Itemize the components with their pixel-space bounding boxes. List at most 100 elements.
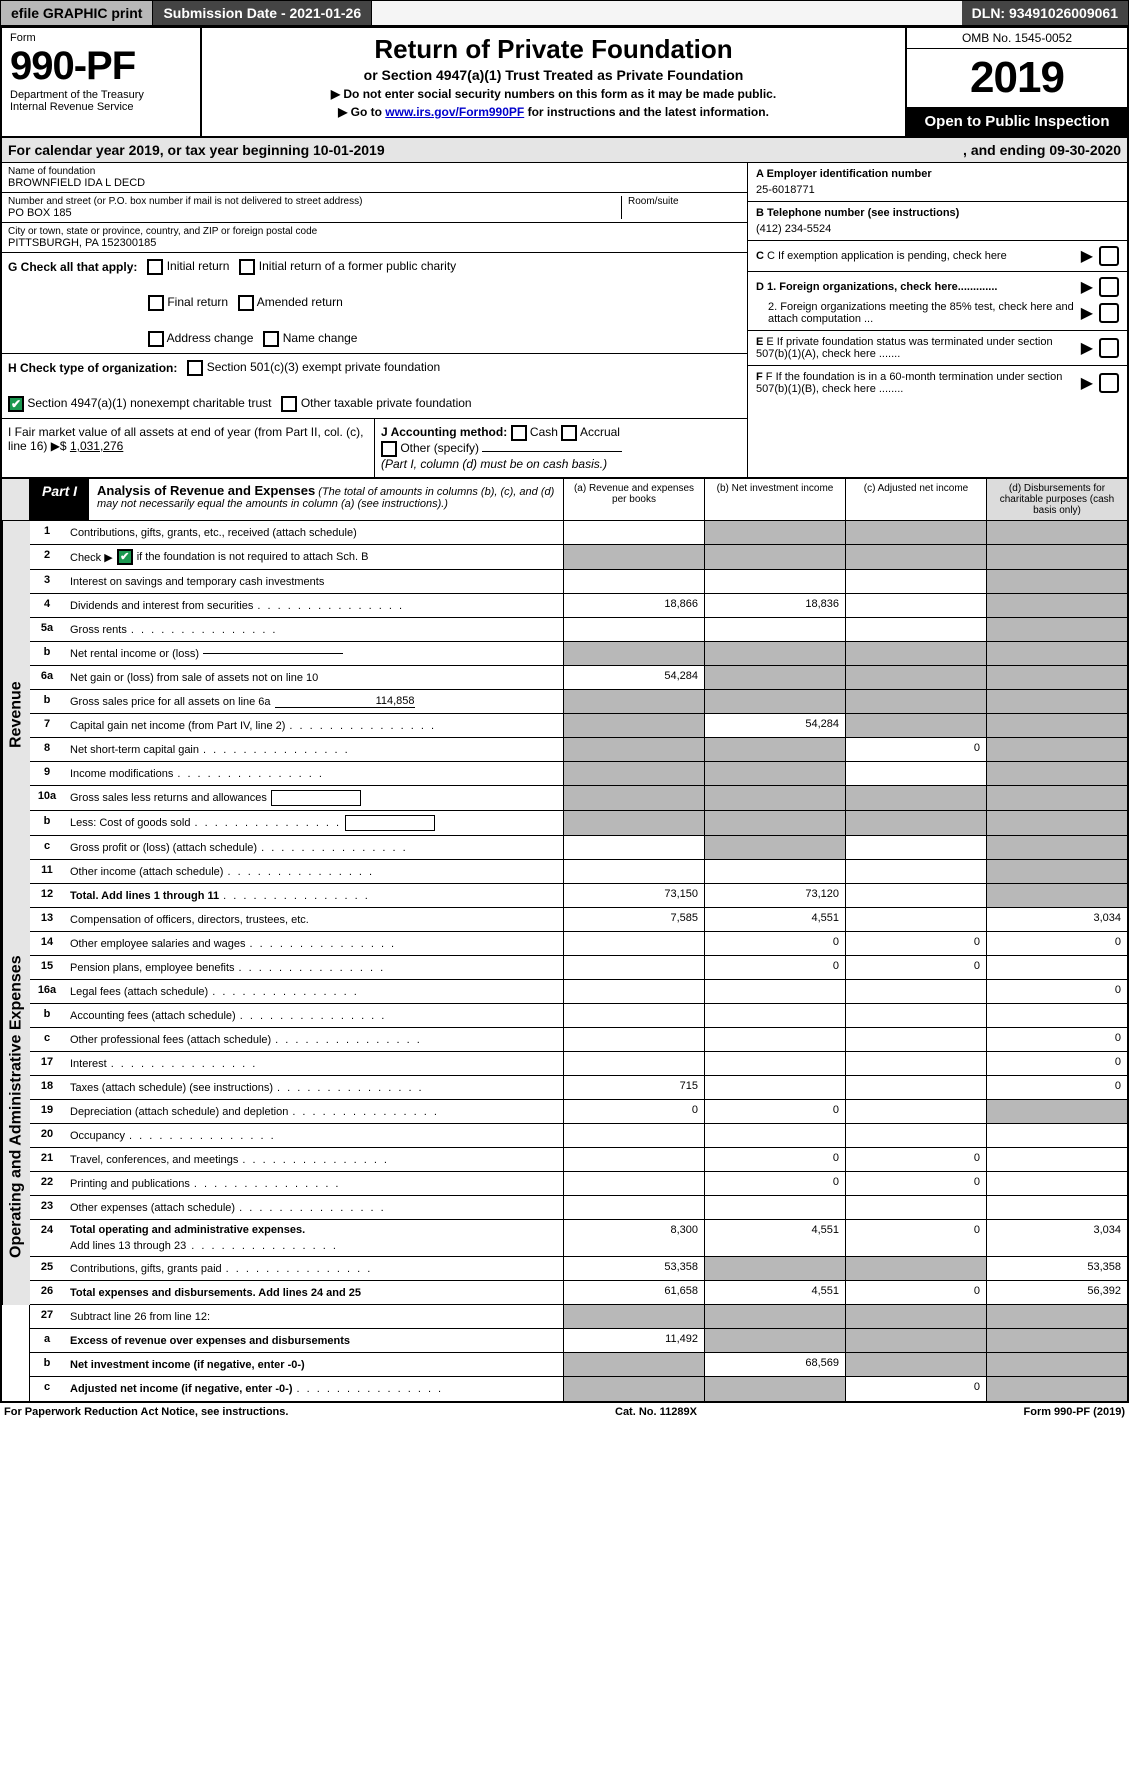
h-4947: Section 4947(a)(1) nonexempt charitable … [27, 396, 271, 410]
r1: Contributions, gifts, grants, etc., rece… [64, 521, 563, 544]
chk-cash[interactable] [511, 425, 527, 441]
ein: 25-6018771 [756, 184, 1119, 196]
open-inspection: Open to Public Inspection [907, 107, 1127, 136]
tax-year-end: , and ending 09-30-2020 [957, 138, 1127, 162]
r27c-c: 0 [845, 1377, 986, 1401]
phone: (412) 234-5524 [756, 223, 1119, 235]
r16a-d: 0 [986, 980, 1127, 1003]
r4-a: 18,866 [563, 594, 704, 617]
chk-other-method[interactable] [381, 441, 397, 457]
r18: Taxes (attach schedule) (see instruction… [70, 1082, 273, 1094]
r27a: Excess of revenue over expenses and disb… [70, 1335, 350, 1347]
h-501c3: Section 501(c)(3) exempt private foundat… [207, 360, 440, 374]
r6b: Gross sales price for all assets on line… [70, 696, 271, 708]
r21: Travel, conferences, and meetings [70, 1154, 238, 1166]
col-c-header: (c) Adjusted net income [845, 479, 986, 520]
g-namechg: Name change [283, 331, 358, 345]
r26-d: 56,392 [986, 1281, 1127, 1304]
r10c: Gross profit or (loss) (attach schedule) [70, 842, 257, 854]
e-label: E If private foundation status was termi… [756, 336, 1053, 360]
chk-initial-former[interactable] [239, 259, 255, 275]
phone-label: B Telephone number (see instructions) [756, 207, 959, 219]
dept-treasury: Department of the Treasury [10, 89, 192, 101]
g-amended: Amended return [257, 295, 343, 309]
chk-sch-b[interactable]: ✔ [117, 549, 133, 565]
r22: Printing and publications [70, 1178, 190, 1190]
footer-paperwork: For Paperwork Reduction Act Notice, see … [4, 1406, 288, 1418]
foundation-name: BROWNFIELD IDA L DECD [8, 177, 741, 189]
col-d-header: (d) Disbursements for charitable purpose… [986, 479, 1127, 520]
r6b-val: 114,858 [275, 695, 415, 708]
foundation-name-label: Name of foundation [8, 166, 741, 177]
r6a-a: 54,284 [563, 666, 704, 689]
efile-button[interactable]: efile GRAPHIC print [1, 1, 153, 25]
j-note: (Part I, column (d) must be on cash basi… [381, 457, 741, 471]
chk-d2-85pct[interactable] [1099, 303, 1119, 323]
dln: DLN: 93491026009061 [962, 1, 1128, 25]
arrow-icon: ▶ [1081, 277, 1093, 297]
chk-4947a1[interactable]: ✔ [8, 396, 24, 412]
r26-b: 4,551 [704, 1281, 845, 1304]
topbar: efile GRAPHIC print Submission Date - 20… [0, 0, 1129, 26]
r3: Interest on savings and temporary cash i… [64, 570, 563, 593]
chk-f-60month[interactable] [1099, 373, 1119, 393]
r7: Capital gain net income (from Part IV, l… [70, 720, 285, 732]
r12-a: 73,150 [563, 884, 704, 907]
g-initial-former: Initial return of a former public charit… [259, 259, 456, 273]
j-cash: Cash [530, 425, 558, 439]
g-label: G Check all that apply: [8, 260, 137, 274]
chk-address-change[interactable] [148, 331, 164, 347]
r8-c: 0 [845, 738, 986, 761]
chk-501c3[interactable] [187, 360, 203, 376]
chk-initial-return[interactable] [147, 259, 163, 275]
g-final: Final return [167, 295, 228, 309]
r27c: Adjusted net income (if negative, enter … [70, 1383, 292, 1395]
r16c: Other professional fees (attach schedule… [70, 1034, 271, 1046]
col-a-header: (a) Revenue and expenses per books [563, 479, 704, 520]
chk-d1-foreign[interactable] [1099, 277, 1119, 297]
form-subtitle: or Section 4947(a)(1) Trust Treated as P… [212, 67, 895, 83]
chk-amended-return[interactable] [238, 295, 254, 311]
chk-name-change[interactable] [263, 331, 279, 347]
r19: Depreciation (attach schedule) and deple… [70, 1106, 288, 1118]
r26-c: 0 [845, 1281, 986, 1304]
chk-other-taxable[interactable] [281, 396, 297, 412]
r21-c: 0 [845, 1148, 986, 1171]
submission-date: Submission Date - 2021-01-26 [153, 1, 372, 25]
r15-b: 0 [704, 956, 845, 979]
r14: Other employee salaries and wages [70, 938, 245, 950]
r2-pre: Check ▶ [70, 551, 113, 564]
r24b: Add lines 13 through 23 [70, 1240, 186, 1252]
i-fmv-value: 1,031,276 [70, 439, 123, 453]
r24-b: 4,551 [704, 1220, 845, 1256]
form-number: 990-PF [10, 44, 192, 89]
h-label: H Check type of organization: [8, 361, 177, 375]
r24-a: 8,300 [563, 1220, 704, 1256]
r17: Interest [70, 1058, 107, 1070]
chk-c-pending[interactable] [1099, 246, 1119, 266]
city-label: City or town, state or province, country… [8, 226, 741, 237]
i-label: I Fair market value of all assets at end… [8, 425, 368, 439]
j-label: J Accounting method: [381, 425, 507, 439]
j-accrual: Accrual [580, 425, 620, 439]
r11: Other income (attach schedule) [70, 866, 223, 878]
part1-tag: Part I [30, 479, 89, 520]
r7-b: 54,284 [704, 714, 845, 737]
warn-goto-post: for instructions and the latest informat… [528, 105, 769, 119]
r23: Other expenses (attach schedule) [70, 1202, 235, 1214]
r14-b: 0 [704, 932, 845, 955]
form-instructions-link[interactable]: www.irs.gov/Form990PF [385, 105, 524, 119]
warn-ssn: ▶ Do not enter social security numbers o… [212, 87, 895, 101]
d2-label: 2. Foreign organizations meeting the 85%… [756, 301, 1075, 325]
chk-e-terminated[interactable] [1099, 338, 1119, 358]
chk-accrual[interactable] [561, 425, 577, 441]
r10a: Gross sales less returns and allowances [70, 792, 267, 804]
j-other: Other (specify) [400, 441, 479, 455]
address: PO BOX 185 [8, 207, 621, 219]
form-header: Form 990-PF Department of the Treasury I… [2, 28, 1127, 138]
warn-goto-pre: ▶ Go to [338, 105, 385, 119]
r25-d: 53,358 [986, 1257, 1127, 1280]
revenue-side-label: Revenue [2, 521, 30, 908]
r24: Total operating and administrative expen… [70, 1224, 305, 1236]
chk-final-return[interactable] [148, 295, 164, 311]
